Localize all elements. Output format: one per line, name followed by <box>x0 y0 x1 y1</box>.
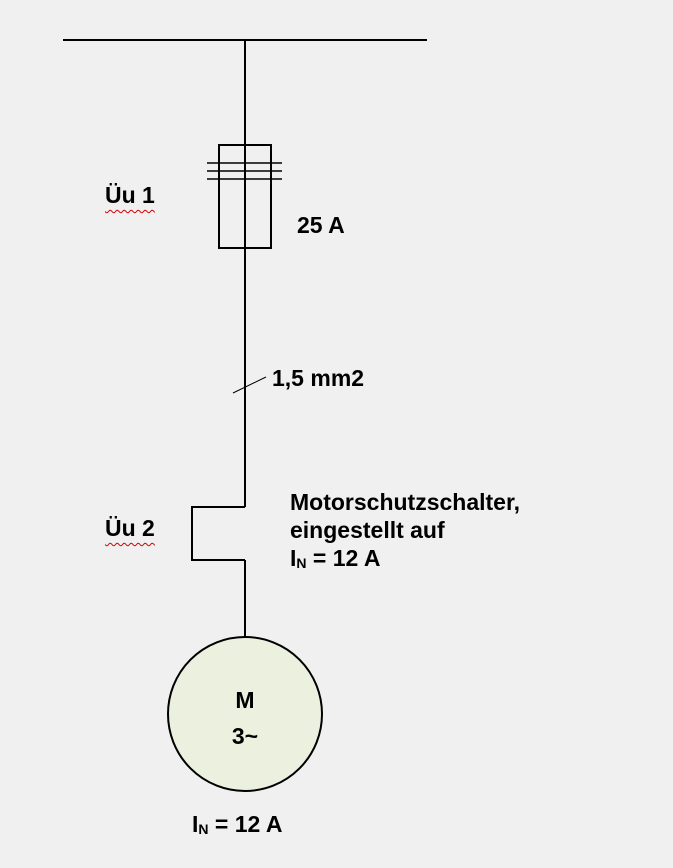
rated-subscript: N <box>198 821 209 837</box>
cable-cross-section: 1,5 mm2 <box>272 364 364 392</box>
rated-symbol: I <box>192 811 199 837</box>
motor-symbol <box>167 636 323 792</box>
cable-tick-mark <box>232 376 267 394</box>
motor-protection-line1: Motorschutzschalter, <box>290 489 521 515</box>
motor-protection-label: Üu 2 <box>105 514 155 542</box>
setting-symbol: I <box>290 545 297 571</box>
rated-value: = 12 A <box>208 811 283 837</box>
motor-phases: 3~ <box>231 723 259 749</box>
setting-value: = 12 A <box>306 545 381 571</box>
setting-subscript: N <box>296 555 307 571</box>
fuse-rating-text: 25 A <box>297 212 345 238</box>
motor-symbol-letter: M <box>235 687 255 713</box>
fuse-label: Üu 1 <box>105 181 155 209</box>
motor-rated-current: IN = 12 A <box>192 810 282 843</box>
fuse-rating: 25 A <box>297 211 345 239</box>
motor-protection-setting: IN = 12 A <box>290 544 520 577</box>
motor-protection-line2: eingestellt auf <box>290 517 445 543</box>
motor-protection-description: Motorschutzschalter, eingestellt auf IN … <box>290 488 520 577</box>
motor-protection-label-text: Üu 2 <box>105 515 155 541</box>
fuse-label-text: Üu 1 <box>105 182 155 208</box>
motor-protection-switch-symbol <box>191 506 245 561</box>
cable-cross-section-text: 1,5 mm2 <box>272 365 365 391</box>
